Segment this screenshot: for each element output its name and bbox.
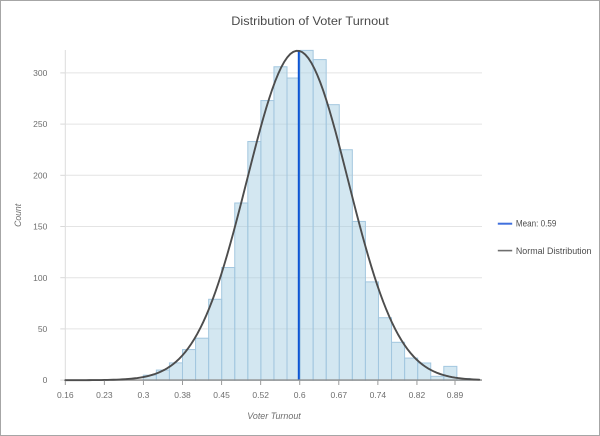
svg-text:0.23: 0.23 bbox=[96, 390, 113, 400]
svg-text:0.89: 0.89 bbox=[447, 390, 464, 400]
svg-text:0.16: 0.16 bbox=[57, 390, 74, 400]
svg-text:300: 300 bbox=[33, 68, 47, 78]
svg-text:Normal Distribution: Normal Distribution bbox=[516, 246, 592, 256]
svg-text:200: 200 bbox=[33, 170, 47, 180]
svg-text:150: 150 bbox=[33, 222, 47, 232]
svg-text:0: 0 bbox=[43, 375, 48, 385]
svg-text:50: 50 bbox=[38, 324, 48, 334]
svg-text:0.82: 0.82 bbox=[409, 390, 426, 400]
svg-text:Count: Count bbox=[13, 203, 23, 226]
svg-text:0.38: 0.38 bbox=[174, 390, 191, 400]
svg-text:0.67: 0.67 bbox=[331, 390, 348, 400]
svg-text:0.52: 0.52 bbox=[252, 390, 269, 400]
svg-text:100: 100 bbox=[33, 273, 47, 283]
svg-text:0.45: 0.45 bbox=[213, 390, 230, 400]
svg-text:0.6: 0.6 bbox=[294, 390, 306, 400]
svg-text:0.74: 0.74 bbox=[370, 390, 387, 400]
svg-text:Mean: 0.59: Mean: 0.59 bbox=[516, 219, 557, 229]
svg-text:Distribution of Voter Turnout: Distribution of Voter Turnout bbox=[231, 16, 389, 28]
svg-text:Voter Turnout: Voter Turnout bbox=[247, 411, 301, 421]
svg-text:0.3: 0.3 bbox=[138, 390, 150, 400]
svg-text:250: 250 bbox=[33, 119, 47, 129]
